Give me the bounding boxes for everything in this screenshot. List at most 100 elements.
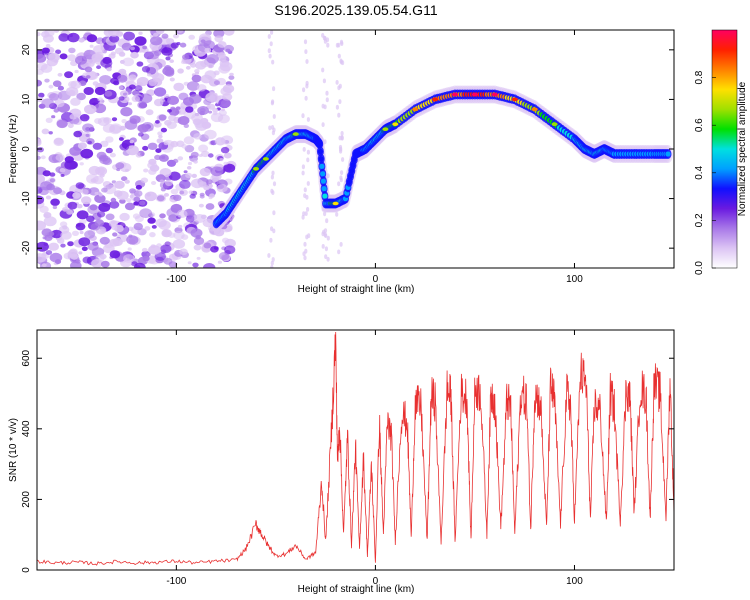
- noise-blob: [59, 53, 68, 60]
- streak-blob: [341, 157, 345, 162]
- colorbar-ticks: 0.0 0.2 0.4 0.6 0.8: [694, 70, 716, 275]
- noise-blob: [60, 174, 65, 177]
- noise-blob: [81, 246, 88, 252]
- noise-blob: [158, 154, 169, 162]
- noise-blob: [124, 202, 135, 211]
- noise-blob: [183, 170, 188, 174]
- noise-blob: [190, 178, 204, 189]
- noise-blob: [44, 78, 50, 83]
- noise-blob: [102, 56, 112, 65]
- streak-blob: [340, 131, 344, 136]
- spectrogram-noise-layer: [37, 30, 345, 268]
- noise-blob: [155, 218, 167, 228]
- noise-blob: [37, 155, 41, 160]
- noise-blob: [170, 188, 179, 195]
- colorbar-gradient: [712, 30, 737, 268]
- noise-blob: [168, 114, 177, 122]
- noise-blob: [149, 164, 160, 172]
- noise-blob: [43, 212, 52, 219]
- noise-blob: [49, 178, 56, 183]
- streak-blob: [306, 157, 310, 163]
- noise-blob: [162, 230, 170, 236]
- noise-blob: [37, 62, 48, 71]
- noise-blob: [51, 229, 63, 239]
- noise-blob: [157, 131, 163, 136]
- colorbar-tick-label: 0.6: [694, 118, 705, 132]
- streak-blob: [339, 177, 343, 183]
- noise-blob: [169, 77, 175, 82]
- noise-blob: [49, 172, 56, 177]
- y-tick-label: 200: [21, 491, 32, 508]
- y-tick-label: 10: [21, 93, 32, 105]
- noise-blob: [48, 52, 60, 62]
- noise-blob: [119, 59, 125, 64]
- noise-blob: [64, 160, 78, 170]
- streak-blob: [301, 170, 305, 176]
- streak-blob: [268, 125, 272, 131]
- noise-blob: [143, 168, 149, 173]
- noise-blob: [41, 228, 53, 237]
- noise-blob: [152, 73, 165, 83]
- noise-blob: [121, 176, 128, 182]
- noise-blob: [51, 115, 56, 119]
- streak-blob: [321, 67, 325, 73]
- noise-blob: [109, 200, 120, 209]
- spectrogram-y-axis-label: Frequency (Hz): [8, 115, 19, 184]
- noise-blob: [186, 81, 200, 91]
- noise-blob: [123, 254, 135, 263]
- noise-blob: [64, 71, 74, 79]
- noise-blob: [57, 72, 63, 77]
- noise-blob: [80, 148, 94, 159]
- x-tick-label: 100: [566, 576, 583, 587]
- trace-core: [665, 151, 671, 157]
- noise-blob: [112, 232, 118, 237]
- noise-blob: [210, 166, 224, 177]
- noise-blob: [48, 84, 54, 89]
- noise-blob: [83, 87, 94, 95]
- noise-blob: [180, 60, 186, 65]
- noise-blob: [205, 92, 219, 103]
- noise-blob: [41, 263, 47, 267]
- trace-hotspot: [332, 201, 339, 206]
- noise-blob: [204, 123, 211, 128]
- noise-blob: [179, 42, 187, 48]
- noise-blob: [217, 41, 227, 48]
- noise-blob: [177, 68, 184, 74]
- noise-blob: [158, 114, 167, 121]
- noise-blob: [97, 97, 104, 102]
- noise-blob: [192, 118, 202, 126]
- y-tick-label: 0: [21, 146, 32, 152]
- noise-blob: [149, 30, 162, 36]
- streak-blob: [272, 114, 276, 119]
- y-tick-label: 600: [21, 349, 32, 366]
- noise-blob: [160, 244, 172, 254]
- noise-blob: [164, 193, 169, 197]
- noise-blob: [139, 93, 153, 104]
- streak-blob: [302, 211, 306, 217]
- noise-blob: [119, 143, 130, 151]
- trace-core: [318, 156, 324, 162]
- noise-blob: [77, 142, 87, 150]
- noise-blob: [222, 237, 230, 244]
- noise-blob: [99, 236, 110, 245]
- noise-blob: [94, 51, 104, 59]
- streak-blob: [341, 60, 345, 66]
- noise-blob: [60, 243, 66, 248]
- noise-blob: [140, 177, 149, 184]
- colorbar-tick-label: 0.0: [694, 261, 705, 275]
- noise-blob: [120, 107, 133, 117]
- noise-blob: [76, 210, 89, 220]
- noise-blob: [82, 123, 94, 133]
- noise-blob: [75, 55, 87, 65]
- streak-blob: [271, 190, 275, 196]
- noise-blob: [79, 162, 84, 166]
- streak-blob: [305, 59, 309, 64]
- noise-blob: [85, 75, 91, 79]
- noise-blob: [87, 204, 100, 215]
- noise-blob: [200, 60, 210, 68]
- streak-blob: [270, 174, 274, 180]
- x-tick-label: -100: [166, 274, 186, 285]
- noise-blob: [208, 110, 213, 114]
- noise-blob: [127, 226, 134, 231]
